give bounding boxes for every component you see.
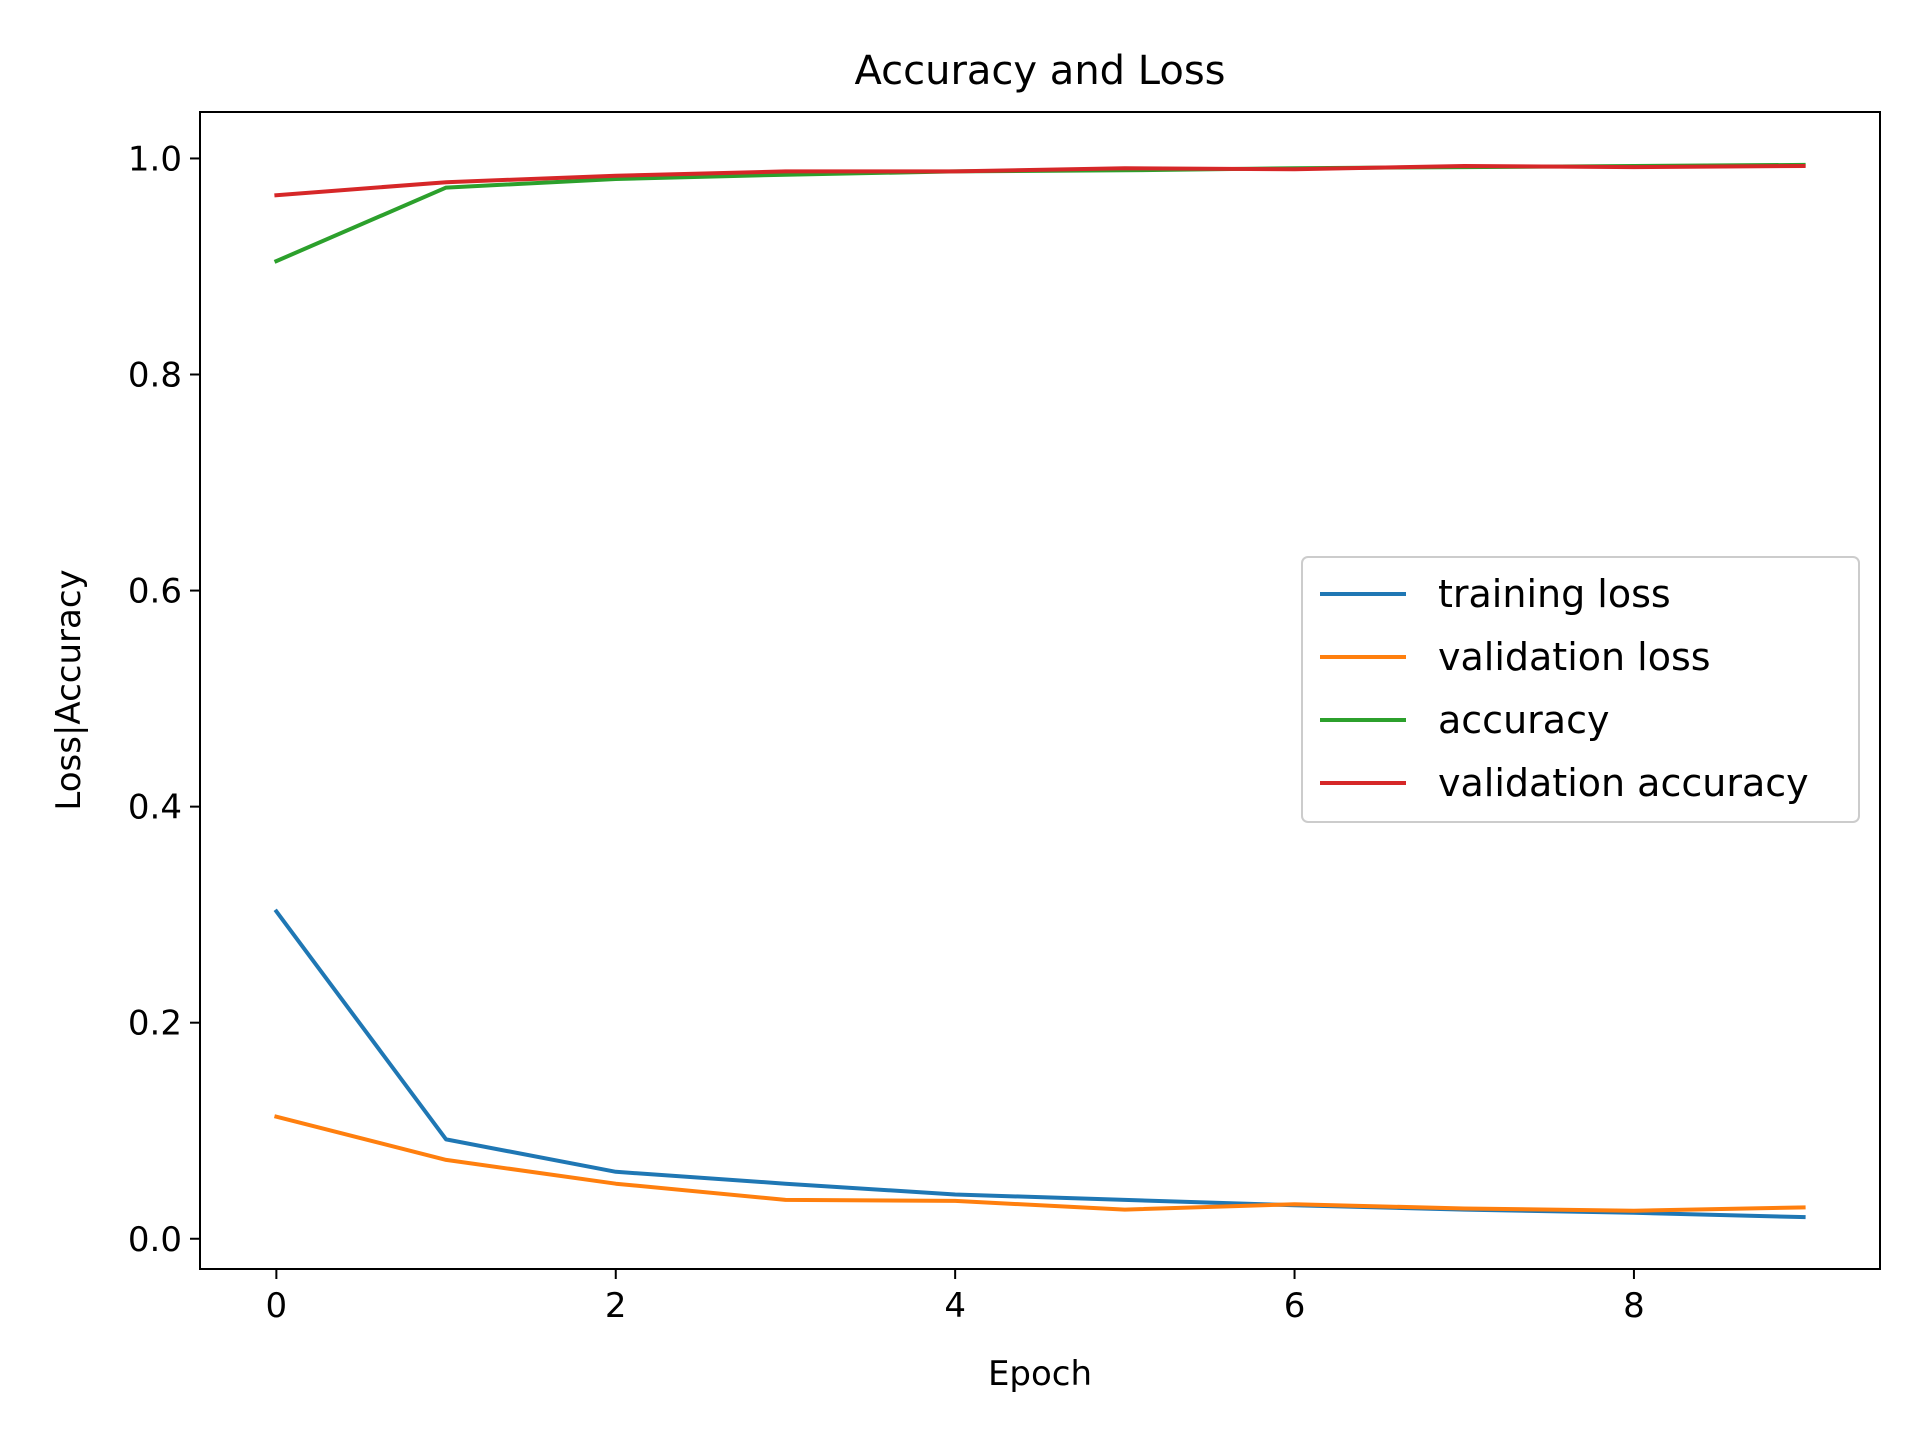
x-tick-label: 8	[1623, 1286, 1645, 1326]
legend-label-validation-loss: validation loss	[1438, 635, 1711, 679]
series-line-validation-loss	[273, 1114, 1806, 1213]
y-tick-label: 1.0	[128, 139, 182, 179]
x-axis-ticks: 0 2 4 6 8	[266, 1269, 1645, 1326]
y-tick-label: 0.4	[128, 788, 182, 828]
legend-label-validation-accuracy: validation accuracy	[1438, 761, 1809, 805]
legend-label-accuracy: accuracy	[1438, 698, 1609, 742]
x-tick-label: 4	[944, 1286, 966, 1326]
legend-box	[1301, 556, 1860, 823]
y-axis-title: Loss|Accuracy	[49, 569, 89, 810]
legend-entries: training loss validation loss accuracy vali…	[1320, 572, 1809, 805]
plot-frame	[199, 111, 1881, 1270]
x-axis-title: Epoch	[988, 1354, 1092, 1394]
x-tick-label: 0	[266, 1286, 288, 1326]
legend-label-training-loss: training loss	[1438, 572, 1671, 616]
x-tick-label: 2	[605, 1286, 627, 1326]
legend: training loss validation loss accuracy vali…	[1301, 556, 1860, 823]
y-tick-label: 0.2	[128, 1004, 182, 1044]
y-tick-label: 0.0	[128, 1220, 182, 1260]
y-tick-label: 0.8	[128, 356, 182, 396]
series-line-validation-accuracy	[274, 163, 1806, 198]
y-axis-ticks: 0.0 0.2 0.4 0.6 0.8 1.0	[128, 139, 200, 1260]
series-lines	[273, 162, 1806, 1220]
x-tick-label: 6	[1284, 1286, 1306, 1326]
chart-title: Accuracy and Loss	[854, 48, 1225, 94]
y-tick-label: 0.6	[128, 572, 182, 612]
